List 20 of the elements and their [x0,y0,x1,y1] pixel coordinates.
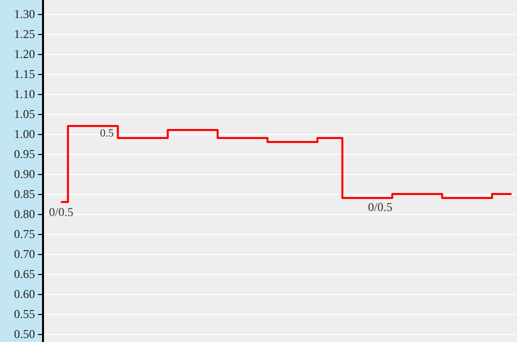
y-tick-label: 1.00 [14,127,35,141]
y-tick-label: 0.60 [14,287,35,301]
annotation: 0/0.5 [49,205,74,219]
y-tick-label: 1.30 [14,7,35,21]
annotation: 0/0.5 [368,200,392,214]
y-tick-label: 1.20 [14,47,35,61]
y-tick-label: 0.55 [14,307,35,321]
y-tick-label: 0.65 [14,267,35,281]
y-tick-label: 0.50 [14,327,35,341]
y-tick-label: 0.90 [14,167,35,181]
y-tick-label: 0.80 [14,207,35,221]
y-tick-label: 0.85 [14,187,35,201]
y-tick-label: 1.25 [14,27,35,41]
y-tick-label: 1.10 [14,87,35,101]
annotation: 0.5 [100,128,114,140]
y-tick-label: 0.75 [14,227,35,241]
y-tick-label: 1.05 [14,107,35,121]
y-tick-label: 1.15 [14,67,35,81]
y-tick-label: 0.70 [14,247,35,261]
y-tick-label: 0.95 [14,147,35,161]
